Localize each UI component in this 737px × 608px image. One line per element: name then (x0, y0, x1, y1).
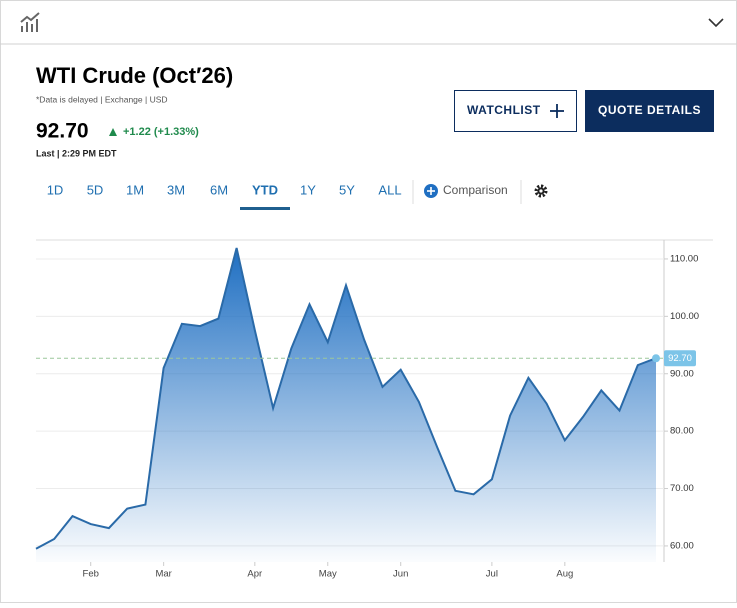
range-tab[interactable]: YTD (252, 182, 278, 197)
last-time: Last | 2:29 PM EDT (36, 148, 117, 158)
price-change: +1.22 (+1.33%) (123, 126, 199, 138)
x-tick-label: Apr (247, 569, 262, 580)
chart: 60.00 70.00 80.00 90.00 100.00 110.00 Feb Mar Ap… (35, 239, 713, 580)
range-tab[interactable]: 3M (167, 182, 185, 197)
range-tab[interactable]: 1M (126, 182, 144, 197)
settings-icon[interactable] (534, 184, 548, 198)
x-tick-label: Aug (556, 569, 573, 580)
last-point (652, 354, 660, 363)
x-tick-label: Jul (486, 569, 498, 580)
quote-details-button[interactable] (585, 90, 714, 132)
comparison-label[interactable]: Comparison (443, 183, 508, 197)
up-arrow (109, 128, 117, 136)
watchlist-label: WATCHLIST (467, 103, 541, 117)
y-tick-label: 60.00 (670, 540, 694, 551)
y-tick-label: 90.00 (670, 368, 694, 379)
range-tab[interactable]: 5Y (339, 182, 355, 197)
chart-icon[interactable] (20, 12, 40, 32)
y-tick-label: 70.00 (670, 483, 694, 494)
collapse-chevron[interactable] (708, 18, 724, 28)
title: WTI Crude (Oct′26) (36, 63, 233, 88)
last-price-badge (664, 350, 696, 367)
price: 92.70 (36, 120, 89, 143)
range-tab[interactable]: 6M (210, 182, 228, 197)
plus-icon (550, 104, 564, 118)
range-tab[interactable]: 5D (87, 182, 104, 197)
active-tab-underline (240, 207, 290, 210)
x-tick-label: Mar (155, 569, 171, 580)
y-tick-label: 80.00 (670, 426, 694, 437)
x-tick-label: Feb (83, 569, 99, 580)
last-price-label: 92.70 (668, 353, 692, 364)
quote-details-label: QUOTE DETAILS (598, 103, 701, 117)
x-tick-label: Jun (393, 569, 408, 580)
area (36, 248, 656, 562)
y-tick-label: 110.00 (670, 253, 698, 264)
range-tab[interactable]: 1D (47, 182, 64, 197)
range-tab[interactable]: ALL (378, 182, 401, 197)
note: *Data is delayed | Exchange | USD (36, 94, 168, 104)
comparison-plus (427, 187, 435, 195)
range-tab[interactable]: 1Y (300, 182, 316, 197)
x-tick-label: May (319, 569, 337, 580)
y-tick-label: 100.00 (670, 311, 699, 322)
line (35, 247, 657, 550)
range-tabs: 1D 5D 1M 3M 6M YTD 1Y 5Y ALL (47, 182, 402, 210)
